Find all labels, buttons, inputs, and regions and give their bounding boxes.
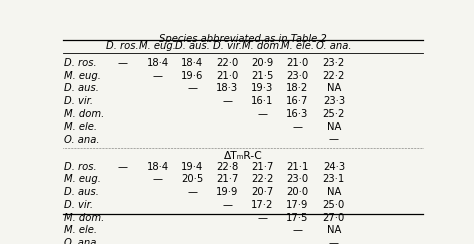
Text: D. vir.: D. vir. (213, 41, 242, 51)
Text: 19·6: 19·6 (181, 71, 204, 81)
Text: —: — (153, 174, 163, 184)
Text: 19·4: 19·4 (181, 162, 203, 172)
Text: M. dom.: M. dom. (64, 109, 104, 119)
Text: 24·3: 24·3 (323, 162, 345, 172)
Text: 23·1: 23·1 (323, 174, 345, 184)
Text: D. vir.: D. vir. (64, 200, 92, 210)
Text: 25·0: 25·0 (323, 200, 345, 210)
Text: 23·0: 23·0 (286, 71, 308, 81)
Text: —: — (222, 200, 232, 210)
Text: M. eug.: M. eug. (64, 71, 100, 81)
Text: D. aus.: D. aus. (64, 187, 99, 197)
Text: —: — (257, 213, 267, 223)
Text: M. ele.: M. ele. (64, 122, 97, 132)
Text: O. ana.: O. ana. (64, 134, 99, 144)
Text: 23·3: 23·3 (323, 96, 345, 106)
Text: 21·7: 21·7 (216, 174, 238, 184)
Text: —: — (118, 58, 128, 68)
Text: —: — (292, 122, 302, 132)
Text: O. ana.: O. ana. (64, 238, 99, 244)
Text: D. vir.: D. vir. (64, 96, 92, 106)
Text: D. aus.: D. aus. (64, 83, 99, 93)
Text: 22·2: 22·2 (251, 174, 273, 184)
Text: ΔTₘR-C: ΔTₘR-C (224, 151, 262, 161)
Text: O. ana.: O. ana. (316, 41, 352, 51)
Text: 19·9: 19·9 (216, 187, 238, 197)
Text: 19·3: 19·3 (251, 83, 273, 93)
Text: M. ele.: M. ele. (64, 225, 97, 235)
Text: 25·2: 25·2 (323, 109, 345, 119)
Text: 21·5: 21·5 (251, 71, 273, 81)
Text: M. dom.: M. dom. (64, 213, 104, 223)
Text: 16·3: 16·3 (286, 109, 308, 119)
Text: 16·1: 16·1 (251, 96, 273, 106)
Text: 22·2: 22·2 (323, 71, 345, 81)
Text: 18·4: 18·4 (182, 58, 203, 68)
Text: —: — (292, 225, 302, 235)
Text: 21·0: 21·0 (286, 58, 308, 68)
Text: M. dom.: M. dom. (242, 41, 283, 51)
Text: 18·4: 18·4 (146, 162, 169, 172)
Text: 17·9: 17·9 (286, 200, 308, 210)
Text: —: — (187, 187, 197, 197)
Text: 16·7: 16·7 (286, 96, 308, 106)
Text: 22·0: 22·0 (216, 58, 238, 68)
Text: Species abbreviated as in Table 2: Species abbreviated as in Table 2 (159, 34, 327, 44)
Text: D. ros.: D. ros. (64, 162, 96, 172)
Text: D. ros.: D. ros. (106, 41, 139, 51)
Text: 21·0: 21·0 (216, 71, 238, 81)
Text: 22·8: 22·8 (216, 162, 238, 172)
Text: NA: NA (327, 83, 341, 93)
Text: 20·0: 20·0 (286, 187, 308, 197)
Text: —: — (222, 96, 232, 106)
Text: M. eug.: M. eug. (139, 41, 176, 51)
Text: 21·1: 21·1 (286, 162, 308, 172)
Text: NA: NA (327, 225, 341, 235)
Text: —: — (329, 238, 339, 244)
Text: —: — (187, 83, 197, 93)
Text: —: — (118, 162, 128, 172)
Text: 20·7: 20·7 (251, 187, 273, 197)
Text: 20·5: 20·5 (181, 174, 203, 184)
Text: 23·0: 23·0 (286, 174, 308, 184)
Text: D. ros.: D. ros. (64, 58, 96, 68)
Text: 17·2: 17·2 (251, 200, 273, 210)
Text: —: — (257, 109, 267, 119)
Text: 17·5: 17·5 (286, 213, 308, 223)
Text: D. aus.: D. aus. (175, 41, 210, 51)
Text: 21·7: 21·7 (251, 162, 273, 172)
Text: NA: NA (327, 122, 341, 132)
Text: —: — (153, 71, 163, 81)
Text: 18·4: 18·4 (146, 58, 169, 68)
Text: 27·0: 27·0 (323, 213, 345, 223)
Text: 18·3: 18·3 (216, 83, 238, 93)
Text: NA: NA (327, 187, 341, 197)
Text: 20·9: 20·9 (251, 58, 273, 68)
Text: 23·2: 23·2 (323, 58, 345, 68)
Text: 18·2: 18·2 (286, 83, 308, 93)
Text: —: — (329, 134, 339, 144)
Text: M. eug.: M. eug. (64, 174, 100, 184)
Text: M. ele.: M. ele. (281, 41, 314, 51)
